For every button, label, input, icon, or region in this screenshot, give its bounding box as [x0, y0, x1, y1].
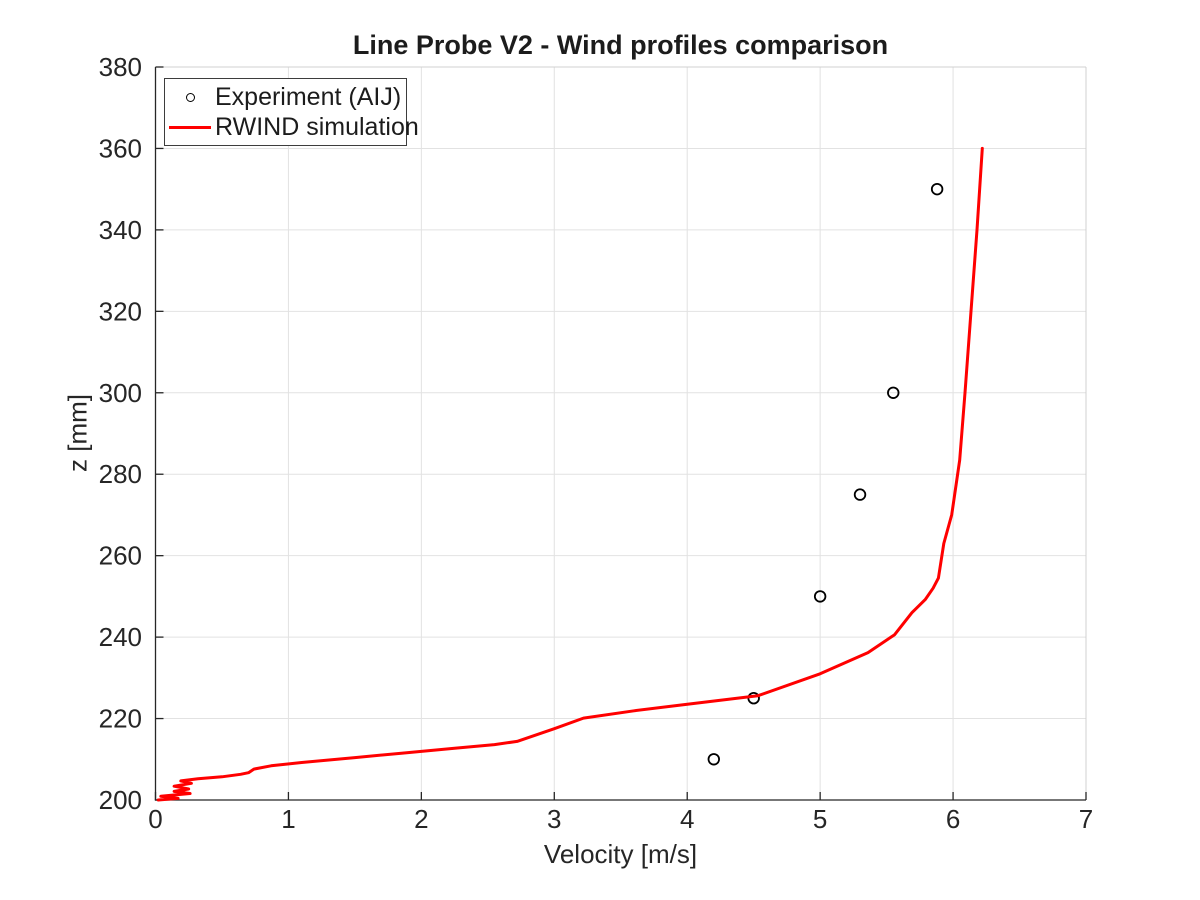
red-line-sample-icon [169, 125, 211, 129]
y-tick-label: 220 [99, 704, 142, 734]
experiment-data-point [853, 488, 867, 501]
chart-title: Line Probe V2 - Wind profiles comparison [352, 30, 889, 60]
experiment-data-point [813, 590, 827, 603]
open-circle-marker-icon [185, 92, 195, 102]
x-tick-label: 2 [414, 804, 428, 834]
x-tick-label: 4 [680, 804, 694, 834]
legend-label-experiment: Experiment (AIJ) [215, 82, 402, 111]
y-tick-label: 320 [99, 296, 142, 326]
x-tick-label: 6 [946, 804, 960, 834]
y-tick-label: 360 [99, 133, 142, 163]
y-tick-label: 240 [99, 622, 142, 652]
y-tick-label: 340 [99, 215, 142, 245]
legend-item-experiment: Experiment (AIJ) [165, 82, 406, 112]
x-tick-label: 1 [281, 804, 295, 834]
y-tick-label: 380 [99, 52, 142, 82]
experiment-data-point [930, 182, 944, 196]
x-tick-label: 3 [547, 804, 561, 834]
x-tick-label: 0 [148, 804, 162, 834]
x-axis-label: Velocity [m/s] [543, 839, 698, 869]
y-tick-label: 260 [99, 541, 142, 571]
y-tick-label: 300 [99, 378, 142, 408]
legend-key [165, 125, 215, 129]
experiment-data-point [707, 753, 721, 766]
legend-label-simulation: RWIND simulation [215, 112, 419, 141]
y-tick-label: 200 [99, 785, 142, 815]
x-tick-label: 7 [1079, 804, 1093, 834]
legend-item-simulation: RWIND simulation [165, 112, 419, 142]
legend-key [165, 92, 215, 102]
y-tick-label: 280 [99, 459, 142, 489]
legend-box: Experiment (AIJ) RWIND simulation [164, 78, 419, 146]
y-axis-label: z [mm] [62, 394, 93, 472]
x-tick-label: 5 [813, 804, 827, 834]
experiment-data-point [887, 386, 900, 399]
rwind-simulation-line [156, 146, 984, 802]
